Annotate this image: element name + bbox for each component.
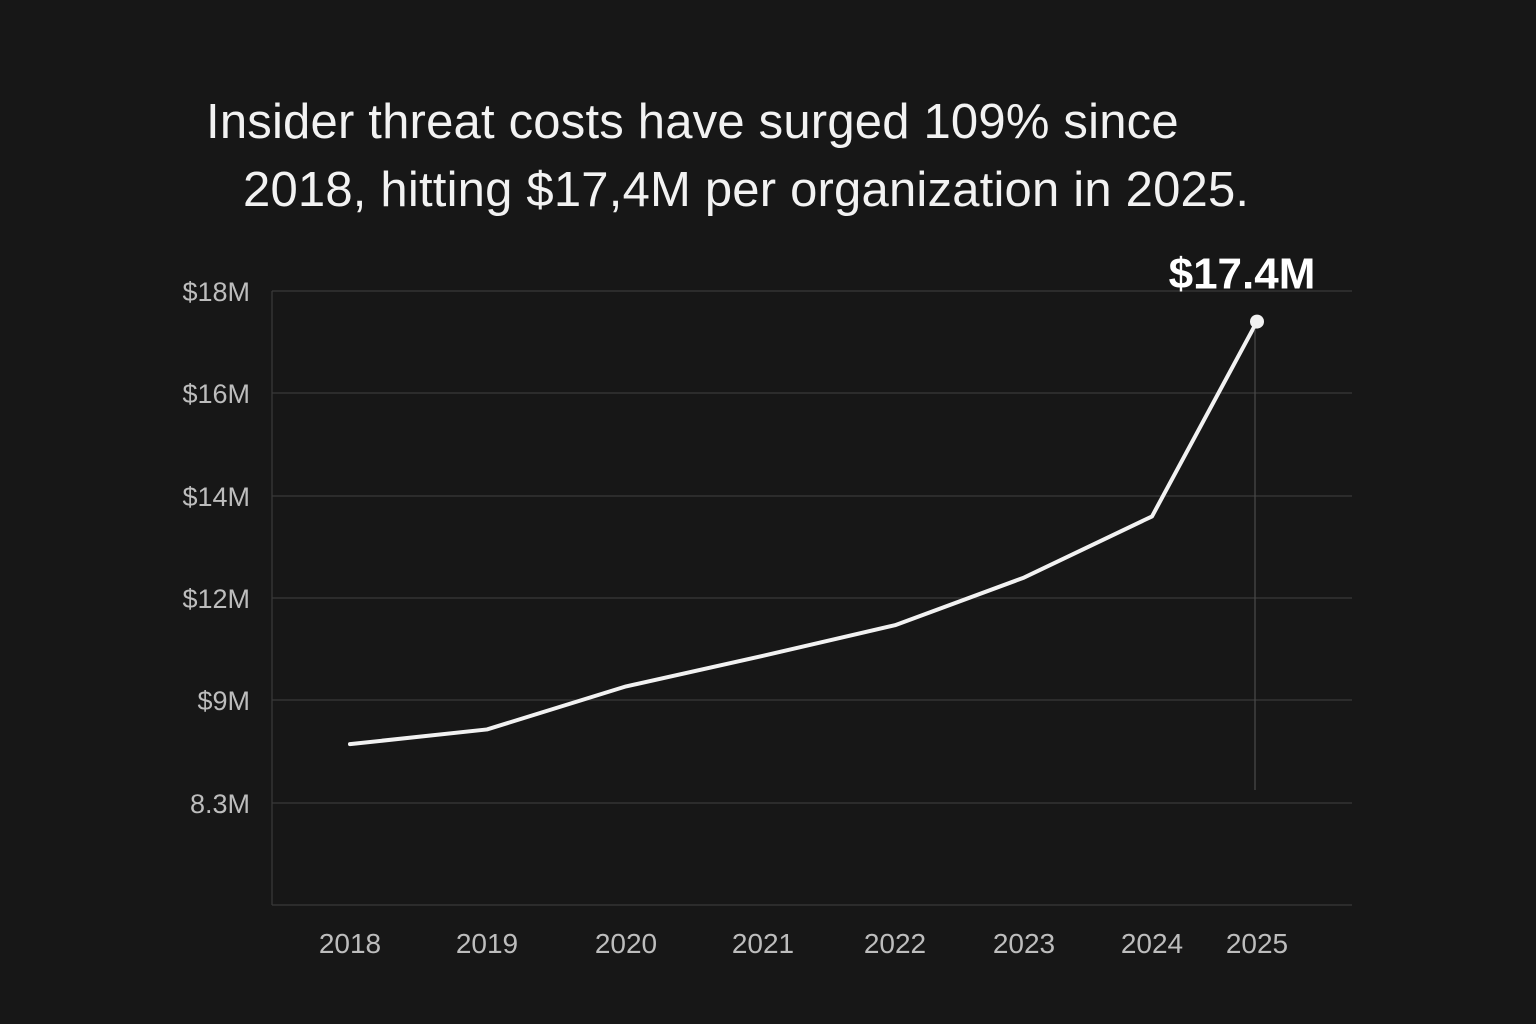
x-tick-label: 2018 <box>319 928 381 959</box>
x-tick-label: 2021 <box>732 928 794 959</box>
y-tick-label: $9M <box>197 686 250 716</box>
y-axis-ticks: $18M $16M $14M $12M $9M 8.3M <box>182 277 250 819</box>
annotation-group: $17.4M <box>1169 250 1316 790</box>
y-tick-label: $14M <box>182 482 250 512</box>
y-tick-label: 8.3M <box>190 789 250 819</box>
title-line-2: 2018, hitting $17,4M per organization in… <box>243 163 1250 217</box>
x-axis-ticks: 2018 2019 2020 2021 2022 2023 2024 2025 <box>319 928 1288 959</box>
x-tick-label: 2025 <box>1226 928 1288 959</box>
data-point <box>1250 314 1264 329</box>
x-tick-label: 2024 <box>1121 928 1183 959</box>
x-tick-label: 2023 <box>993 928 1055 959</box>
x-tick-label: 2022 <box>864 928 926 959</box>
series-group <box>348 314 1264 747</box>
y-tick-label: $12M <box>182 584 250 614</box>
annotation-label: $17.4M <box>1169 250 1316 299</box>
x-tick-label: 2019 <box>456 928 518 959</box>
x-tick-label: 2020 <box>595 928 657 959</box>
y-tick-label: $16M <box>182 379 250 409</box>
y-tick-label: $18M <box>182 277 250 307</box>
gridlines <box>272 290 1352 804</box>
axes <box>271 291 1352 906</box>
series-line <box>348 319 1259 747</box>
chart-title: Insider threat costs have surged 109% si… <box>0 88 1536 224</box>
title-line-1: Insider threat costs have surged 109% si… <box>206 95 1179 149</box>
